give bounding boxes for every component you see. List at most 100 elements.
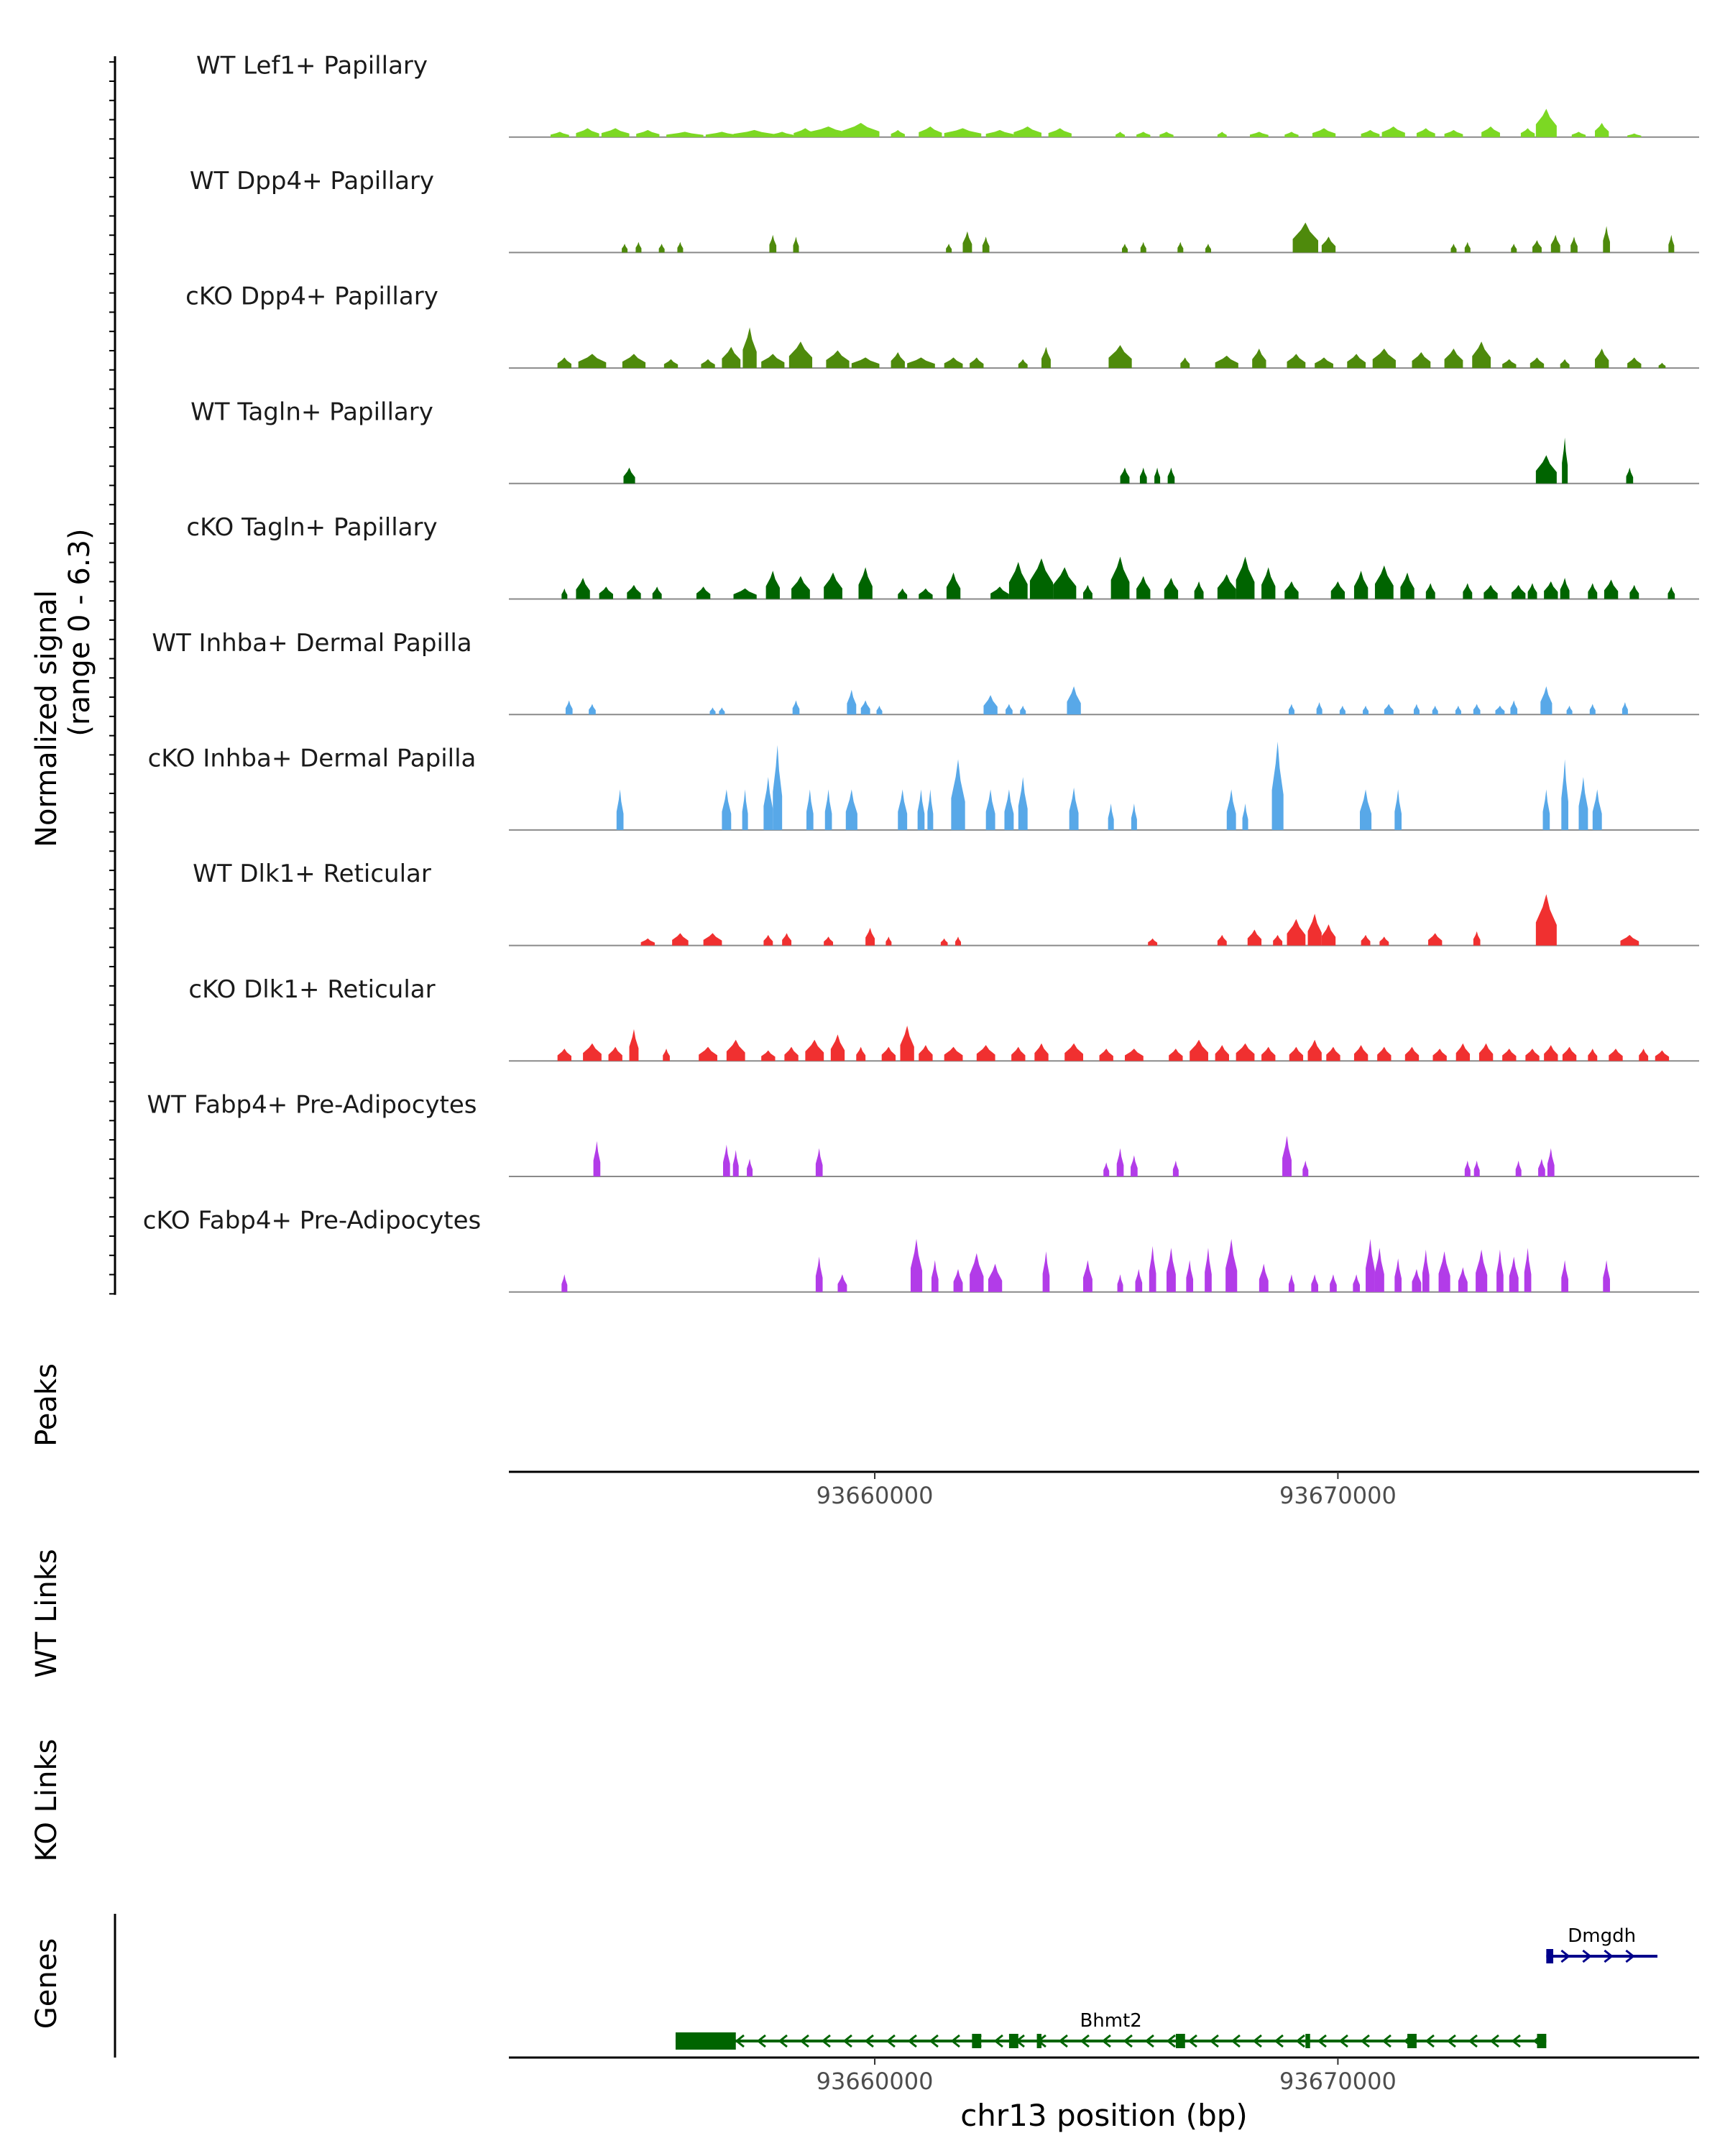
track: [509, 741, 1699, 831]
signal-peak: [1064, 1043, 1084, 1061]
signal-peak: [666, 132, 704, 137]
signal-peak: [1154, 467, 1161, 484]
signal-peak: [1416, 128, 1435, 137]
signal-peak: [763, 777, 773, 830]
signal-peak: [1412, 1268, 1422, 1292]
peaks-label: Peaks: [30, 1363, 63, 1447]
signal-peak: [1627, 357, 1642, 369]
signal-peak: [982, 236, 990, 253]
signal-peak: [951, 759, 965, 830]
strand-arrow: [842, 2034, 852, 2048]
signal-peak: [733, 129, 776, 137]
signal-peak: [1225, 1238, 1238, 1292]
gene-exon: [1407, 2034, 1417, 2048]
signal-peak: [1540, 686, 1552, 715]
signal-peak: [1316, 701, 1322, 715]
signal-peak: [1116, 132, 1125, 137]
signal-peak: [1547, 1148, 1555, 1176]
strand-arrow: [1080, 2034, 1090, 2048]
signal-peak: [1455, 1043, 1471, 1061]
signal-peak: [1525, 1049, 1540, 1061]
signal-peak: [927, 789, 934, 830]
signal-peak: [910, 1238, 923, 1292]
signal-peak: [769, 234, 777, 253]
track: [509, 894, 1699, 946]
track: [509, 327, 1699, 369]
signal-peak: [1166, 1248, 1176, 1292]
signal-peak: [576, 128, 599, 137]
signal-peak: [761, 1050, 776, 1061]
signal-peak: [898, 789, 908, 830]
signal-peak: [1282, 1135, 1292, 1176]
y-axis-label-line2: (range 0 - 6.3): [63, 528, 96, 736]
track: [509, 1026, 1699, 1062]
track-label: cKO Inhba+ Dermal Papilla: [148, 745, 477, 773]
signal-peak: [1372, 349, 1396, 369]
coverage-tracks: [509, 109, 1699, 1293]
signal-peak: [1520, 128, 1535, 137]
signal-peak: [1226, 789, 1236, 830]
signal-peak: [635, 241, 642, 253]
signal-peak: [763, 934, 773, 946]
signal-peak: [1629, 584, 1639, 599]
signal-peak: [616, 789, 624, 830]
signal-peak: [578, 354, 607, 369]
signal-peak: [1538, 1158, 1545, 1176]
signal-peak: [1008, 561, 1028, 599]
signal-peak: [1374, 565, 1394, 599]
signal-peak: [1020, 705, 1026, 715]
signal-peak: [1108, 803, 1114, 830]
strand-arrow: [756, 2034, 766, 2048]
signal-peak: [742, 327, 757, 369]
signal-peak: [1363, 705, 1369, 715]
signal-peak: [1169, 1049, 1183, 1061]
signal-peak: [1149, 1245, 1156, 1292]
strand-arrow: [1511, 2034, 1521, 2048]
signal-peak: [1139, 467, 1147, 484]
gene-model: Bhmt2: [675, 2010, 1547, 2050]
signal-peak: [1588, 583, 1598, 599]
strand-arrow: [1101, 2034, 1111, 2048]
signal-peak: [824, 572, 842, 599]
signal-peak: [1011, 1046, 1026, 1061]
signal-peak: [1330, 1274, 1337, 1292]
signal-peak: [1321, 924, 1336, 946]
signal-peak: [824, 936, 834, 946]
signal-peak: [1302, 1160, 1309, 1176]
signal-peak: [898, 588, 908, 599]
signal-peak: [1330, 581, 1346, 599]
strand-arrow: [1625, 1949, 1635, 1963]
signal-peak: [985, 789, 995, 830]
signal-peak: [1013, 126, 1042, 137]
signal-peak: [1422, 1249, 1430, 1292]
x-tick-label: 93660000: [816, 2068, 934, 2095]
signal-peak: [1578, 777, 1588, 830]
track-label: cKO Dpp4+ Papillary: [185, 282, 438, 311]
signal-peak: [1476, 1249, 1488, 1292]
signal-peak: [891, 351, 905, 369]
signal-peak: [722, 346, 741, 369]
strand-arrow: [1468, 2034, 1478, 2048]
track-label: WT Lef1+ Papillary: [196, 51, 428, 80]
signal-peak: [1510, 700, 1518, 715]
signal-peak: [576, 577, 590, 599]
signal-peak: [1186, 1260, 1194, 1292]
signal-peak: [1120, 467, 1130, 484]
signal-peak: [881, 1046, 896, 1061]
track: [509, 1135, 1699, 1177]
signal-peak: [1259, 1263, 1269, 1292]
x-tick-label: 93670000: [1279, 2068, 1397, 2095]
signal-peak: [677, 241, 684, 253]
gene-exon: [972, 2034, 982, 2048]
gene-exon: [675, 2032, 736, 2050]
signal-peak: [658, 244, 665, 253]
signal-peak: [1236, 556, 1255, 599]
signal-peak: [1412, 351, 1431, 369]
signal-peak: [1609, 1049, 1623, 1061]
track: [509, 109, 1699, 138]
track-label: WT Inhba+ Dermal Papilla: [152, 629, 472, 658]
signal-peak: [663, 359, 678, 369]
signal-peak: [858, 567, 873, 599]
signal-peak: [1530, 357, 1545, 369]
signal-peak: [1205, 1248, 1212, 1292]
